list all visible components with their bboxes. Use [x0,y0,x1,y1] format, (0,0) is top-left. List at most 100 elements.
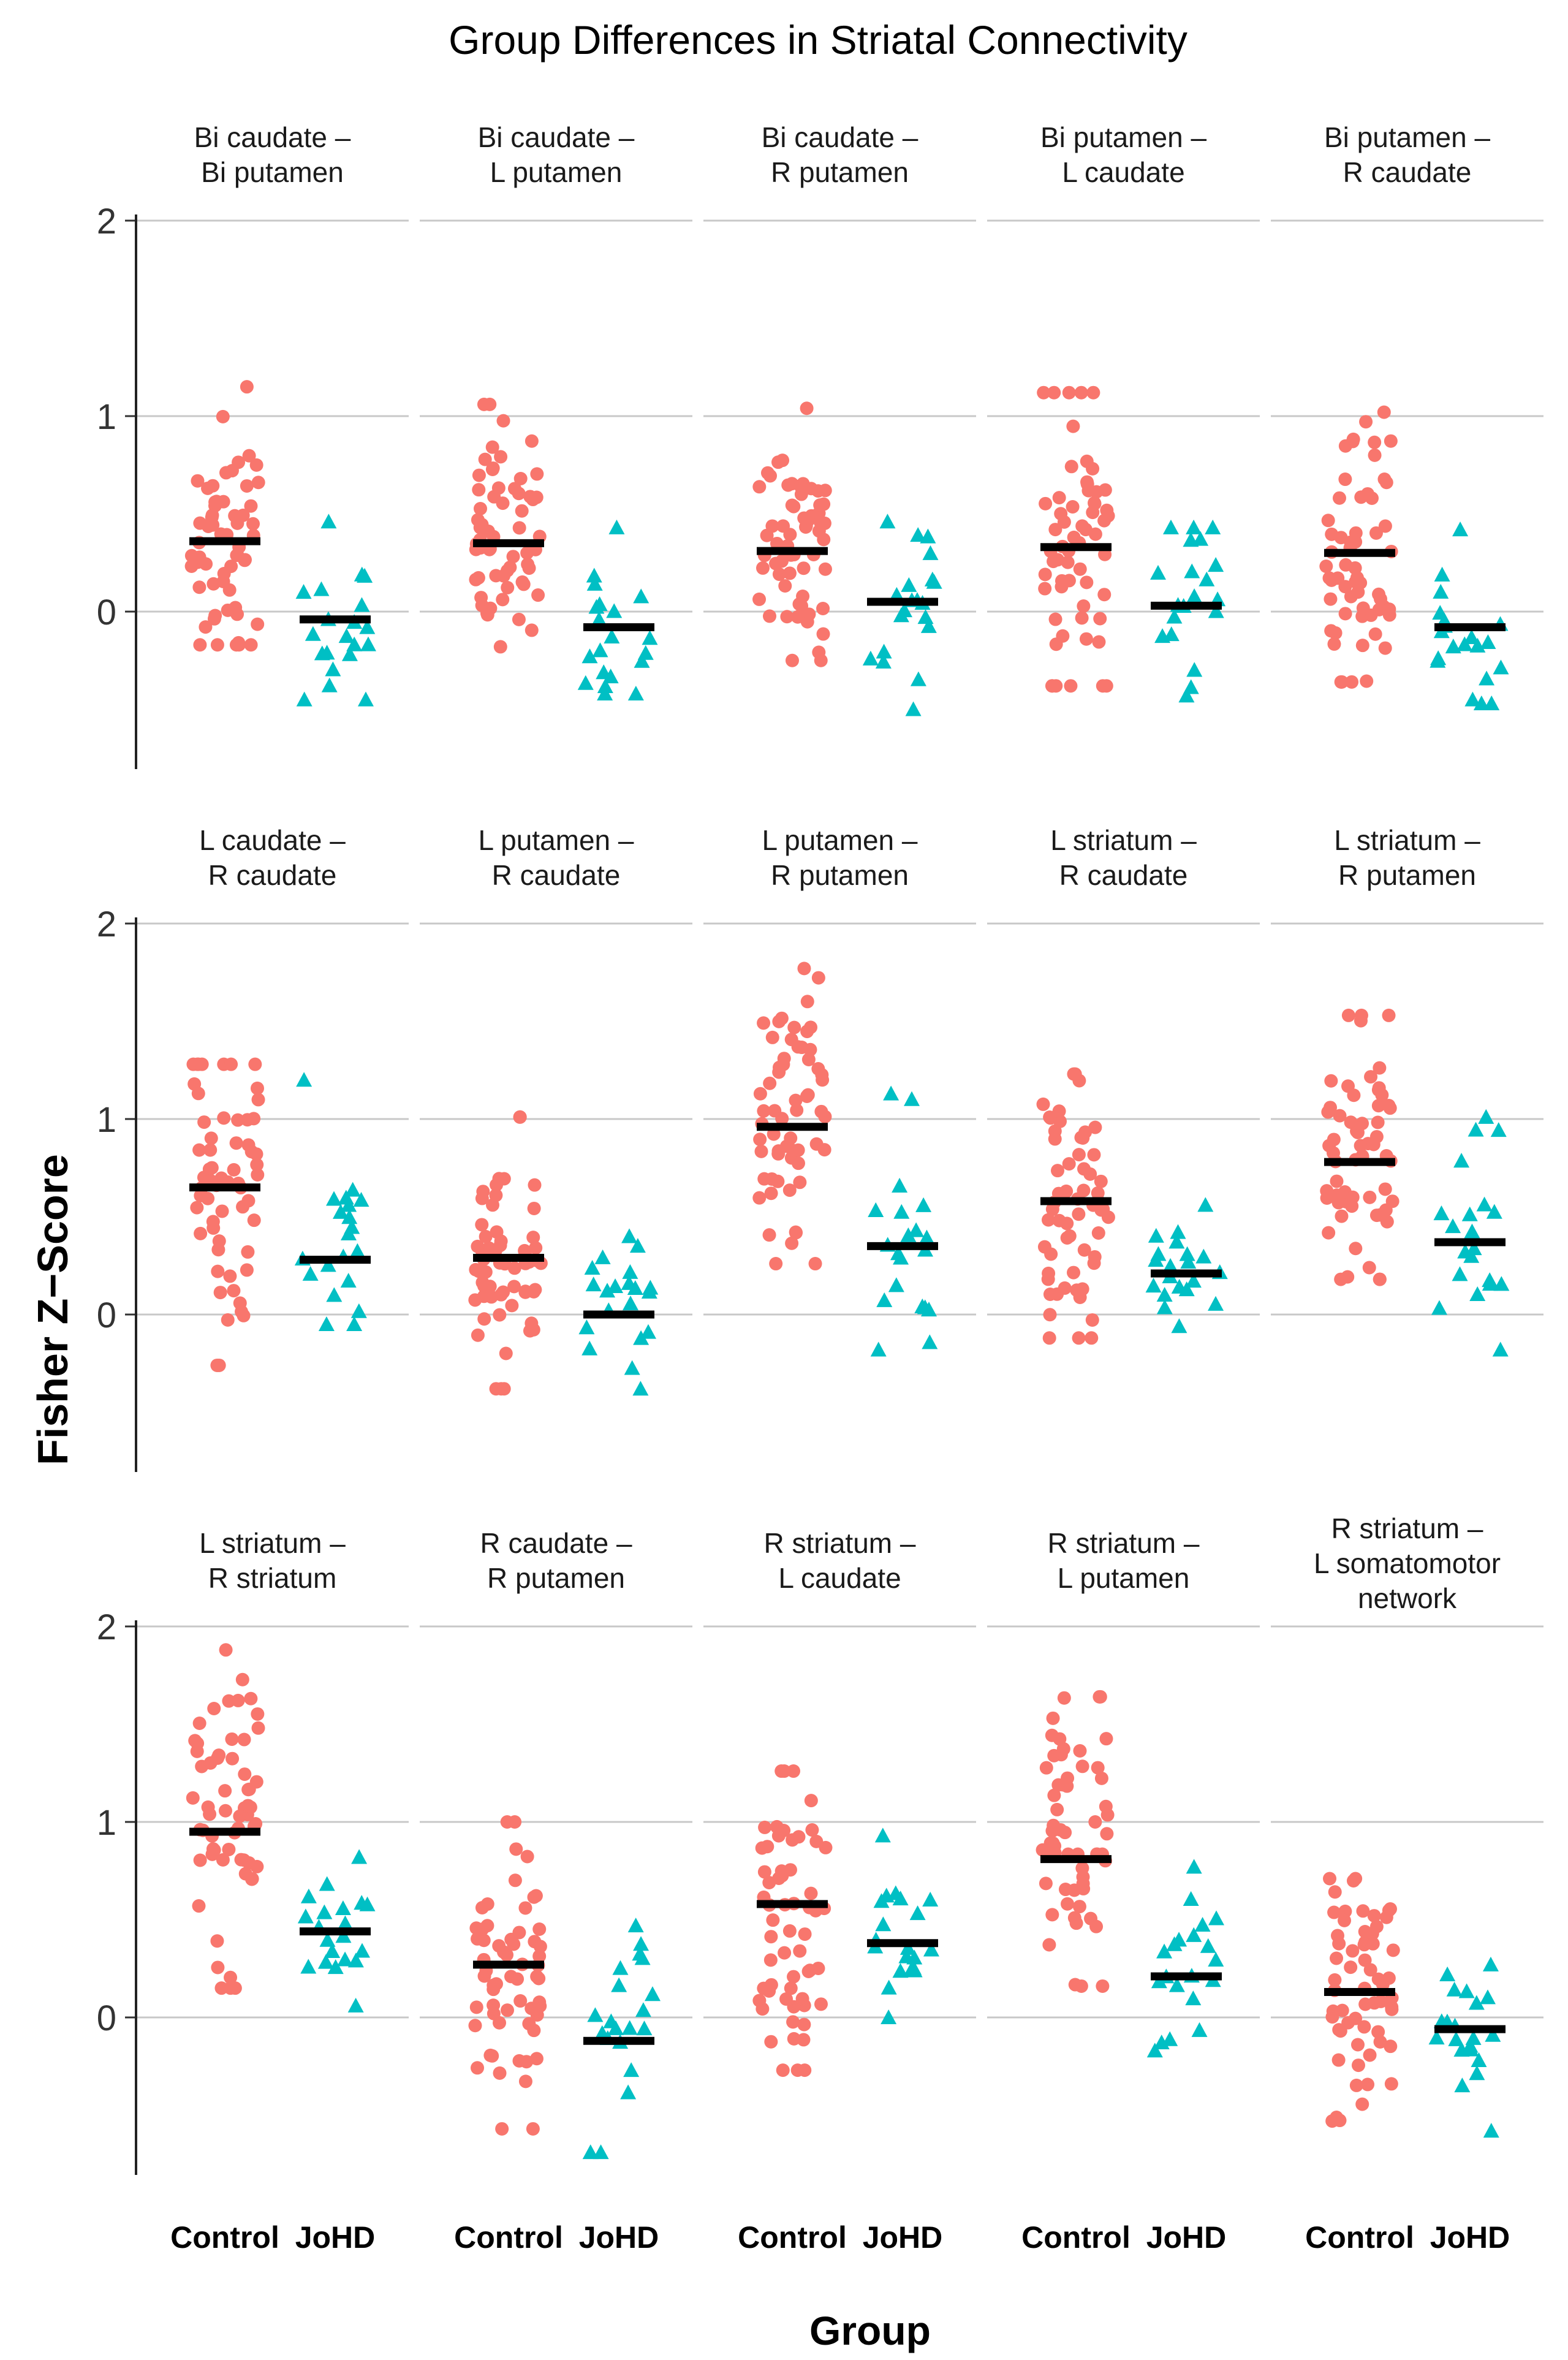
chart-title: Group Differences in Striatal Connectivi… [449,17,1187,63]
point-johd [296,1072,312,1087]
point-control [193,516,207,530]
point-control [222,1842,236,1856]
point-control [1075,519,1089,533]
point-control [521,557,535,571]
point-control [1047,1748,1061,1762]
point-johd [357,691,374,707]
facet-title: L putamen [490,156,623,188]
point-control [816,627,830,641]
point-control [1330,2110,1344,2124]
point-control [1045,1908,1059,1922]
point-control [495,2122,509,2136]
point-johd [350,1303,367,1318]
point-johd [921,1302,937,1317]
point-control [1324,592,1338,606]
point-johd [621,1228,638,1243]
point-control [500,1815,514,1829]
point-control [518,1901,532,1915]
point-control [476,1185,490,1199]
point-control [1048,612,1062,626]
point-johd [577,675,594,690]
point-control [753,1087,767,1101]
point-control [800,1025,814,1039]
facet-title: L putamen [1058,1562,1190,1594]
point-control [762,609,776,623]
point-control [1341,1079,1355,1093]
point-control [522,2017,536,2031]
point-johd [586,567,602,583]
point-control [785,653,799,667]
point-johd [1469,1286,1486,1302]
point-control [1039,1876,1053,1891]
point-johd [1208,1952,1224,1967]
point-control [191,1087,205,1101]
point-control [225,464,239,478]
point-johd [908,1222,925,1237]
point-johd [1433,583,1449,599]
point-control [1061,1897,1075,1911]
facet-title: L caudate [1062,156,1184,188]
point-control [782,1924,797,1938]
point-control [1088,1815,1102,1829]
point-johd [1153,2035,1170,2050]
point-johd [1431,1300,1447,1315]
point-control [203,1143,218,1157]
point-johd [354,566,370,582]
point-control [814,1104,828,1118]
point-control [233,1809,247,1823]
point-johd [1146,2043,1163,2058]
point-control [789,1226,803,1240]
point-control [771,455,786,469]
point-control [1345,675,1359,689]
y-tick-label: 0 [97,1998,116,2038]
point-johd [926,574,942,589]
point-control [760,1840,775,1854]
point-johd [341,1209,358,1224]
point-control [1385,1194,1399,1208]
point-control [529,2052,543,2066]
facet-title: Bi putamen – [1324,121,1490,153]
point-control [814,1997,828,2011]
point-control [1323,1872,1337,1886]
point-control [1036,1097,1050,1111]
point-control [1346,1944,1360,1958]
facet-title: Bi caudate – [194,121,351,153]
point-johd [584,1259,600,1275]
point-johd [604,628,620,643]
point-control [1062,574,1076,588]
point-control [513,1994,528,2008]
point-johd [1148,1227,1164,1243]
facet-title: L striatum – [1050,824,1197,856]
point-control [193,1853,207,1867]
point-control [1041,1213,1055,1227]
facet-title: L striatum – [1334,824,1480,856]
facet-title: L caudate – [199,824,346,856]
point-control [1338,472,1352,487]
point-control [513,471,528,485]
y-tick-label: 1 [97,1100,116,1140]
point-johd [881,1979,897,1995]
point-control [1045,1202,1059,1216]
point-control [475,1218,489,1232]
point-johd [1171,1318,1187,1334]
point-control [1357,2020,1371,2034]
point-control [210,1934,224,1948]
point-johd [627,685,644,701]
point-control [477,1312,491,1326]
point-johd [582,2144,599,2160]
point-johd [1458,1983,1475,1998]
point-control [1061,555,1075,569]
point-control [1093,1690,1107,1704]
point-control [206,1842,220,1856]
point-johd [305,626,321,641]
facet-title: network [1358,1582,1457,1614]
point-control [772,567,786,582]
point-johd [1145,1278,1162,1293]
point-control [1038,567,1052,582]
point-johd [1453,2042,1470,2057]
point-control [1091,1186,1105,1200]
point-control [1037,1240,1051,1254]
point-control [778,579,792,593]
point-control [1330,1174,1344,1188]
